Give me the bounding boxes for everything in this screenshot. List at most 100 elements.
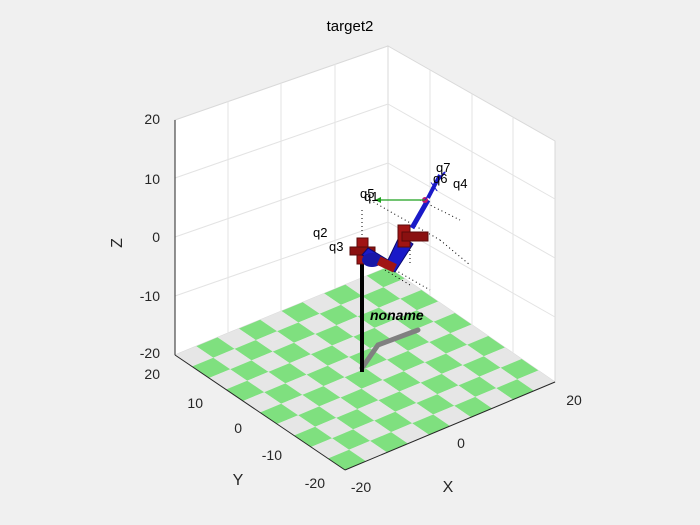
tool-frame-x-glyph: X	[430, 180, 438, 194]
floor-tile	[395, 403, 434, 424]
link-forearm	[409, 198, 431, 230]
floor-tile	[298, 313, 337, 334]
floor-tile	[462, 356, 501, 377]
floor-tile	[416, 301, 455, 322]
x-axis: -20 0 20 X	[344, 381, 582, 496]
floor-tile	[374, 411, 413, 433]
projection-lines	[361, 199, 471, 291]
robot-arm: X	[349, 171, 446, 372]
floor-tile	[289, 354, 328, 375]
floor-tile	[458, 376, 497, 397]
z-tick-label: 0	[152, 229, 160, 245]
floor-tile	[230, 360, 269, 381]
floor-tile	[327, 357, 366, 378]
joint-label-q2: q2	[313, 225, 327, 240]
floor-tile	[424, 353, 463, 374]
z-axis-label: Z	[109, 238, 126, 248]
joint-labels: q1 q5 q2 q3 q4 q6 q7	[313, 160, 467, 254]
y-tick-label: 0	[234, 420, 242, 436]
floor-tile	[344, 368, 383, 389]
floor-tile	[298, 406, 337, 427]
joint-label-q6: q6	[433, 171, 447, 186]
floor-tile	[403, 362, 442, 383]
floor-tile	[420, 373, 459, 395]
floor-tile	[323, 377, 362, 398]
tool-frame-y-arrow	[375, 197, 381, 203]
floor-tile	[260, 311, 299, 332]
floor-tile	[357, 400, 396, 421]
z-axis: 20 10 0 -10 -20 Z	[109, 111, 176, 361]
floor-tile	[437, 385, 476, 406]
floor-tile	[378, 391, 417, 412]
floor-tile	[412, 321, 451, 343]
floor-tile	[336, 409, 375, 430]
floor-tile	[315, 325, 354, 346]
joint-label-q3: q3	[329, 239, 343, 254]
floor-tile	[395, 310, 434, 331]
floor-tile	[340, 388, 379, 410]
z-tick-label: 10	[144, 171, 160, 187]
floor-tile	[353, 420, 392, 441]
floor-tile	[319, 304, 358, 326]
robot-name-label: noname	[370, 307, 424, 323]
floor-tile	[386, 350, 425, 372]
floor-tile	[332, 429, 371, 450]
floor-tile	[467, 336, 505, 357]
floor-tile	[264, 383, 303, 404]
floor-tile	[217, 328, 256, 349]
floor-tile	[255, 331, 294, 352]
y-tick-label: -10	[262, 447, 282, 463]
y-axis: 20 10 0 -10 -20 Y	[144, 354, 346, 491]
y-tick-label: -20	[305, 475, 325, 491]
floor-tile	[445, 344, 484, 366]
z-tick-label: 20	[144, 111, 160, 127]
floor-tile	[433, 313, 472, 334]
z-tick-label: -20	[140, 345, 160, 361]
x-tick-label: -20	[351, 479, 371, 495]
tool-frame-z	[431, 171, 446, 189]
floor-tile	[247, 371, 286, 393]
floor-tile	[382, 371, 421, 392]
floor-tile	[315, 417, 354, 439]
floor-tile	[324, 284, 363, 305]
floor-tile	[285, 374, 324, 395]
x-tick-label: 20	[566, 392, 582, 408]
joint-elbow-red	[376, 256, 397, 273]
y-tick-label: 10	[187, 395, 203, 411]
tool-frame-x	[424, 181, 439, 201]
joint-elbow	[362, 253, 382, 267]
floor-tile	[319, 397, 358, 418]
floor-tile	[213, 348, 252, 370]
x-axis-label: X	[443, 479, 454, 496]
floor-tile	[340, 296, 379, 317]
floor-tile	[361, 380, 400, 401]
floor-tile	[272, 342, 311, 364]
floor-tile	[500, 359, 539, 380]
joint-label-q4: q4	[453, 176, 467, 191]
joint-wrist-2	[401, 231, 429, 242]
floor-tile	[196, 337, 235, 358]
joint-label-q1: q1	[364, 189, 378, 204]
floor-tile	[400, 290, 439, 311]
floor-tile	[234, 340, 273, 361]
joint-label-q7: q7	[436, 160, 450, 175]
floor-tile	[345, 275, 384, 297]
robot-shadow	[359, 327, 421, 371]
plot-title: target2	[327, 18, 374, 35]
floor-tile	[310, 345, 349, 366]
y-tick-label: 20	[144, 366, 160, 382]
floor-tile	[302, 293, 341, 314]
floor-tile	[450, 324, 489, 345]
floor-tile	[302, 386, 341, 407]
floor-tile	[362, 287, 401, 308]
floor-tile	[479, 367, 518, 389]
floor-tile	[408, 342, 446, 363]
floor-tile	[336, 316, 375, 337]
joint-label-q5: q5	[360, 186, 374, 201]
z-tick-label: -10	[140, 288, 160, 304]
floor-tile	[416, 394, 455, 415]
floor-tile	[281, 394, 320, 416]
floor-tile	[238, 319, 278, 341]
floor-tile	[357, 307, 396, 328]
y-axis-label: Y	[233, 472, 244, 489]
